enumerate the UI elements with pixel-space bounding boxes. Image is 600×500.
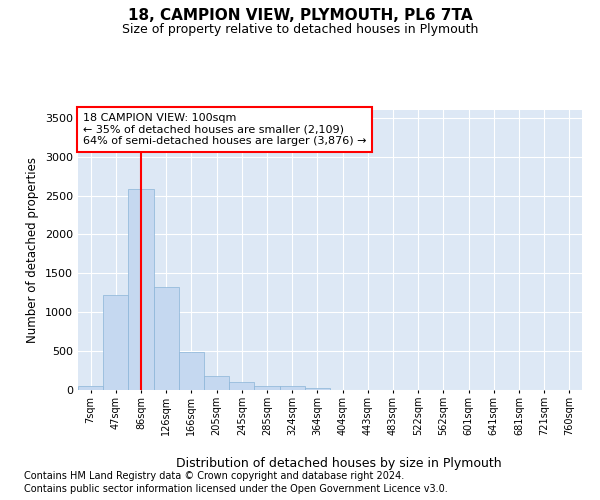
Text: Contains HM Land Registry data © Crown copyright and database right 2024.: Contains HM Land Registry data © Crown c… [24,471,404,481]
Text: Contains public sector information licensed under the Open Government Licence v3: Contains public sector information licen… [24,484,448,494]
Text: 18 CAMPION VIEW: 100sqm
← 35% of detached houses are smaller (2,109)
64% of semi: 18 CAMPION VIEW: 100sqm ← 35% of detache… [83,113,367,146]
Bar [78,386,103,390]
Bar [128,190,154,390]
Text: Distribution of detached houses by size in Plymouth: Distribution of detached houses by size … [176,458,502,470]
Bar [179,352,204,390]
Bar [229,382,254,390]
Text: 18, CAMPION VIEW, PLYMOUTH, PL6 7TA: 18, CAMPION VIEW, PLYMOUTH, PL6 7TA [128,8,472,22]
Text: Size of property relative to detached houses in Plymouth: Size of property relative to detached ho… [122,22,478,36]
Y-axis label: Number of detached properties: Number of detached properties [26,157,40,343]
Bar [305,388,330,390]
Bar [280,386,305,390]
Bar [154,286,179,390]
Bar [254,386,280,390]
Bar [204,376,229,390]
Bar [103,295,128,390]
